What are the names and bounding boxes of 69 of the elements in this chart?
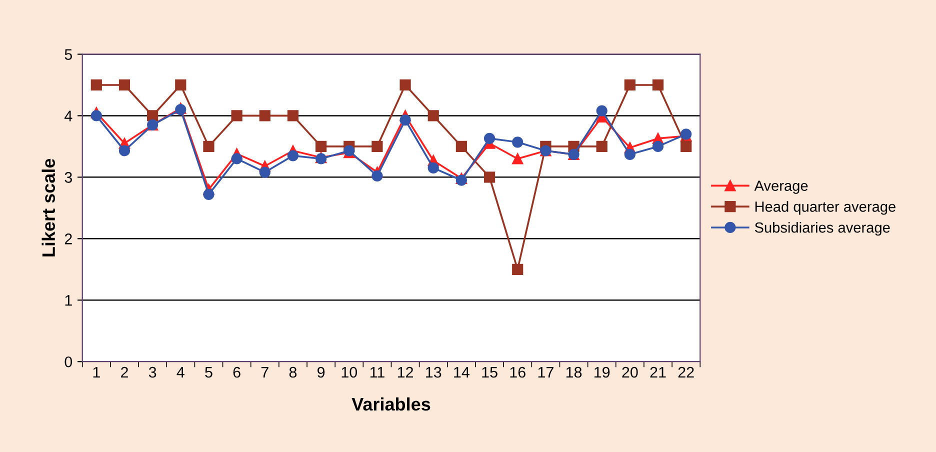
point: [175, 104, 186, 116]
point: [652, 140, 664, 152]
point: [512, 153, 524, 164]
legend-label: Average: [754, 180, 808, 194]
x-tick-label: 13: [426, 366, 442, 378]
point: [287, 150, 299, 162]
point: [484, 172, 496, 183]
x-tick-label: 4: [176, 367, 184, 378]
x-tick-label: 11: [370, 367, 384, 378]
x-tick-label: 5: [205, 367, 212, 378]
x-tick-label: 10: [342, 366, 358, 378]
point: [372, 140, 383, 152]
point: [203, 188, 214, 200]
point: [175, 79, 186, 91]
point: [512, 264, 524, 275]
y-tick-label: 1: [65, 295, 72, 306]
point: [456, 174, 468, 186]
x-tick-label: 16: [510, 366, 526, 378]
point: [203, 140, 214, 152]
x-tick-label: 18: [566, 366, 582, 378]
point: [259, 110, 270, 122]
y-tick-label: 0: [64, 356, 72, 368]
y-tick-label: 5: [64, 49, 72, 60]
point: [456, 140, 468, 152]
point: [512, 136, 524, 148]
point: [118, 79, 130, 91]
x-tick-label: 1: [93, 367, 100, 378]
x-tick-label: 22: [678, 366, 694, 378]
x-tick-label: 15: [482, 367, 498, 378]
x-tick-label: 20: [622, 366, 638, 378]
point: [596, 140, 608, 152]
point: [624, 79, 636, 91]
legend-label: Subsidiaries average: [754, 222, 890, 236]
point: [287, 110, 299, 122]
point: [259, 166, 270, 178]
y-axis-title: Likert scale: [42, 158, 56, 256]
point: [484, 132, 496, 144]
point: [90, 110, 102, 122]
x-tick-label: 7: [261, 367, 268, 378]
point: [652, 79, 664, 91]
point: [400, 114, 411, 126]
point: [400, 79, 411, 91]
point: [231, 110, 242, 122]
x-tick-label: 17: [538, 367, 554, 378]
x-tick-label: 2: [121, 366, 128, 378]
x-axis-title: Variables: [352, 397, 430, 411]
x-tick-label: 3: [148, 366, 156, 378]
point: [428, 110, 439, 122]
x-tick-label: 12: [398, 366, 414, 378]
point: [596, 105, 608, 116]
x-tick-label: 9: [318, 366, 325, 378]
x-tick-label: 21: [650, 366, 666, 378]
point: [147, 110, 158, 122]
point: [90, 79, 102, 91]
point: [372, 170, 383, 182]
point: [680, 140, 692, 152]
point: [118, 145, 130, 156]
y-tick-label: 4: [64, 110, 72, 122]
y-tick-label: 2: [64, 234, 72, 244]
x-tick-label: 8: [289, 366, 297, 378]
x-tick-label: 14: [454, 367, 470, 378]
point: [231, 153, 242, 164]
x-tick-label: 6: [233, 366, 240, 378]
point: [624, 148, 636, 160]
point: [315, 140, 327, 152]
x-tick-label: 19: [594, 366, 610, 378]
point: [428, 162, 439, 174]
y-tick-label: 3: [64, 172, 72, 183]
legend-label: Head quarter average: [755, 201, 896, 215]
